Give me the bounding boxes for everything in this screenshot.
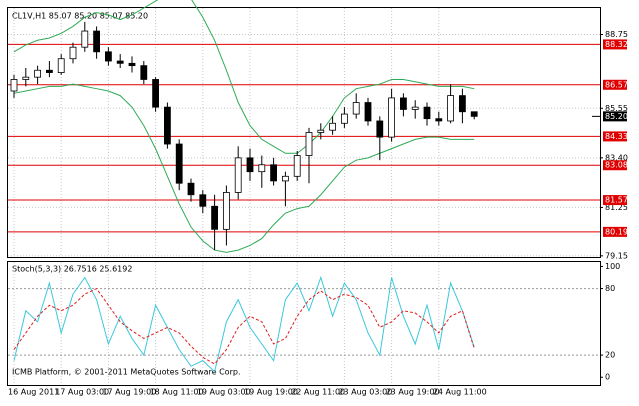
y-tick-label: 0 — [605, 373, 610, 382]
chart-title: CL1V,H1 85.07 85.20 85.07 85.20 — [12, 12, 148, 21]
y-tick-label: 20 — [605, 351, 615, 360]
candle-body — [175, 143, 183, 184]
y-tick-label: 85.55 — [605, 104, 628, 113]
main-panel — [7, 7, 601, 258]
level-tag — [603, 131, 627, 142]
y-tick-label: 79.15 — [605, 251, 628, 260]
candle-body — [340, 113, 348, 124]
y-tick-label: 80 — [605, 284, 615, 293]
candle-body — [116, 60, 124, 64]
candle-body — [234, 157, 242, 193]
candle-body — [163, 106, 171, 145]
candle-body — [222, 192, 230, 230]
x-tick-label: 23 Aug 03:00 — [338, 388, 392, 397]
level-label: 84.33 — [605, 132, 628, 141]
y-tick-label: 81.25 — [605, 203, 628, 212]
candle-body — [329, 122, 337, 131]
candle-body — [211, 205, 219, 230]
candle-body — [199, 194, 207, 207]
candle-body — [423, 106, 431, 120]
candle-body — [470, 111, 478, 117]
candle-body — [152, 79, 160, 108]
level-tag — [603, 79, 627, 90]
candle-body — [34, 69, 41, 78]
candle-body — [140, 65, 148, 80]
candle-body — [69, 46, 77, 60]
candle-body — [46, 69, 53, 73]
candle-body — [293, 155, 301, 177]
candle-body — [105, 51, 112, 62]
x-tick-label: 17 Aug 19:00 — [102, 388, 156, 397]
bollinger-band — [13, 0, 475, 154]
candle-body — [187, 182, 195, 196]
candle-body — [258, 164, 266, 173]
stoch-panel — [7, 261, 601, 386]
y-tick-label: 88.75 — [605, 30, 628, 39]
x-tick-label: 23 Aug 19:00 — [386, 388, 440, 397]
candle-body — [411, 106, 419, 110]
x-tick-label: 18 Aug 11:00 — [150, 388, 204, 397]
y-tick-label: 83.40 — [605, 153, 628, 162]
stoch-title: Stoch(5,3,3) 26.7516 25.6192 — [12, 265, 132, 274]
x-tick-label: 17 Aug 03:00 — [55, 388, 109, 397]
x-tick-label: 19 Aug 03:00 — [197, 388, 251, 397]
level-label: 83.08 — [605, 161, 628, 170]
candle-body — [388, 97, 396, 138]
level-label: 81.57 — [605, 196, 628, 205]
last-price-tag — [603, 111, 627, 122]
candle-body — [435, 118, 443, 122]
stoch-line — [13, 287, 475, 365]
candle-body — [317, 129, 325, 133]
candle-body — [10, 79, 18, 92]
candle-body — [81, 30, 89, 48]
candle-body — [305, 132, 313, 156]
candle-body — [128, 62, 136, 67]
candle-body — [246, 157, 254, 173]
candle-body — [447, 95, 455, 122]
level-label: 88.32 — [605, 40, 628, 49]
candle-body — [281, 175, 289, 182]
last-price-label: 85.20 — [605, 112, 628, 121]
x-tick-label: 24 Aug 11:00 — [433, 388, 487, 397]
level-label: 80.19 — [605, 227, 628, 236]
level-label: 86.57 — [605, 80, 628, 89]
candle-body — [352, 102, 360, 115]
level-tag — [603, 226, 627, 237]
y-tick-label: 100 — [605, 262, 620, 271]
candle-body — [57, 58, 65, 73]
candle-body — [458, 95, 466, 113]
level-tag — [603, 160, 627, 171]
candle-body — [364, 102, 372, 122]
x-tick-label: 16 Aug 2011 — [8, 388, 59, 397]
footer: ICMB Platform, © 2001-2011 MetaQuotes So… — [12, 368, 241, 377]
candle-body — [22, 76, 30, 80]
candle-body — [376, 120, 384, 138]
x-tick-label: 19 Aug 19:00 — [244, 388, 298, 397]
level-tag — [603, 195, 627, 206]
candle-body — [93, 30, 100, 53]
bollinger-band — [13, 83, 475, 253]
candle-body — [270, 164, 278, 182]
level-tag — [603, 39, 627, 50]
candle-body — [399, 97, 407, 110]
stoch-line — [13, 275, 475, 373]
x-tick-label: 22 Aug 11:00 — [291, 388, 345, 397]
